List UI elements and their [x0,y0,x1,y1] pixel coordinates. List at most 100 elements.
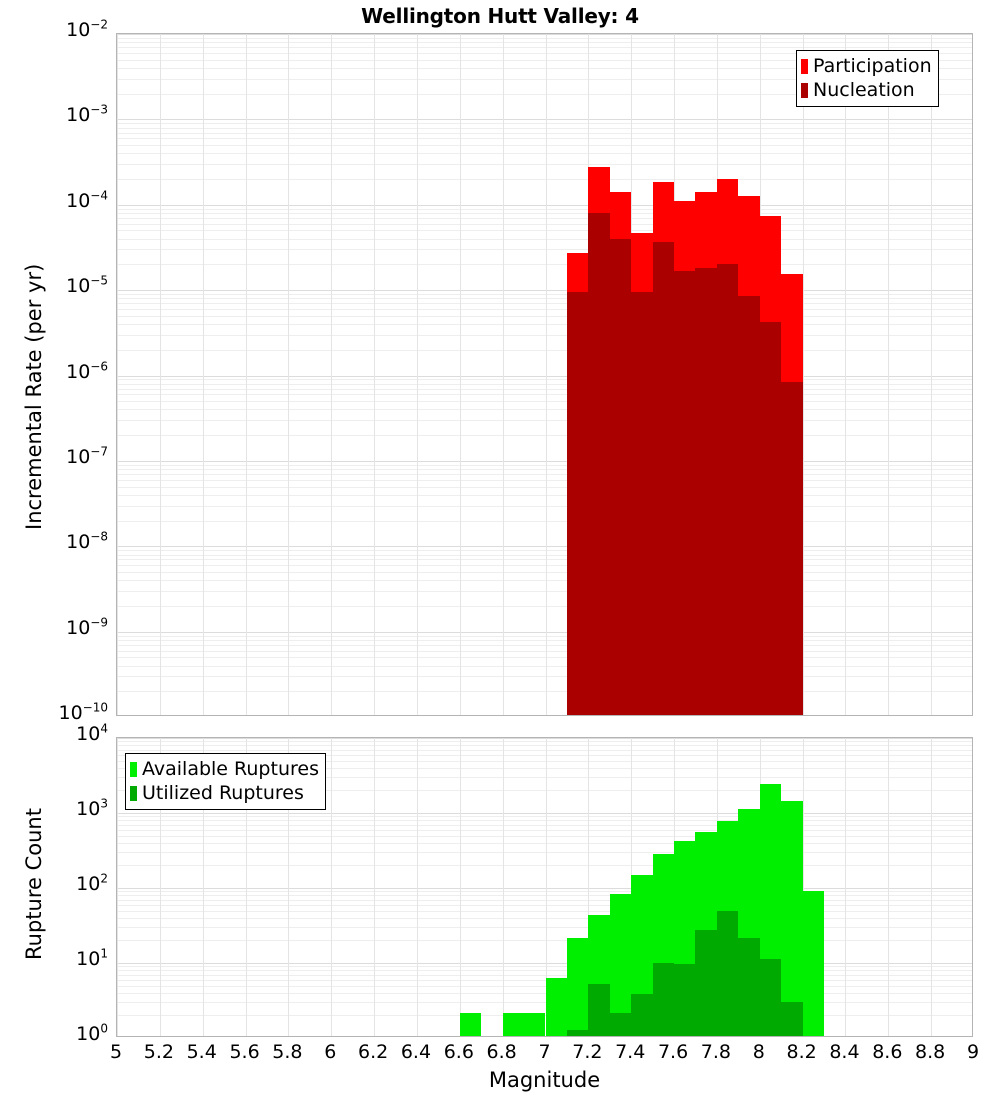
bar-group [588,34,610,715]
x-axis-tick-label: 7 [538,1041,551,1063]
x-axis-title: Magnitude [488,1068,601,1092]
bar-group [545,738,567,1036]
x-axis-tick-label: 5.4 [186,1041,217,1063]
y-axis-tick-label: 10−8 [66,529,108,554]
y-axis-tick-label: 101 [76,946,108,970]
bar-group [459,738,482,1036]
x-axis-tick-label: 7.4 [615,1041,646,1063]
bar-segment-nucleation [695,268,717,715]
bar-segment-available [802,891,825,1036]
bar-segment-utilized [652,962,675,1036]
bar-segment-utilized [588,983,610,1036]
bar-segment-available [566,938,589,1036]
bar-group [566,34,589,715]
bar-group [759,738,782,1036]
legend-item: Utilized Ruptures [130,781,319,805]
incremental-rate-plot-area [116,33,973,716]
legend-swatch-icon [801,82,808,98]
y-axis-tick-label: 10−7 [66,444,108,468]
bar-group [674,738,696,1036]
bar-segment-utilized [759,959,782,1036]
x-axis-tick-label: 6.2 [357,1041,389,1063]
bar-segment-utilized [631,994,653,1036]
bar-segment-utilized [695,929,717,1036]
y-axis-title-bottom: Rupture Count [22,808,46,960]
bar-group [631,34,653,715]
bar-segment-nucleation [609,238,632,715]
bar-segment-available [545,977,567,1036]
y-axis-tick-label: 100 [76,1021,108,1045]
bar-group [738,34,760,715]
x-axis-tick-label: 7.6 [657,1041,689,1063]
bar-group [781,34,803,715]
bar-segment-available [524,1013,546,1036]
x-axis-tick-label: 5 [109,1041,123,1063]
bar-segment-nucleation [588,213,610,715]
bar-group [524,738,546,1036]
y-axis-tick-label: 10−4 [66,188,108,212]
bars-incremental-rate [117,34,972,715]
x-axis-tick-label: 5.8 [272,1041,303,1063]
bar-group [652,34,675,715]
y-axis-tick-label: 10−2 [66,17,108,41]
bar-segment-nucleation [674,270,696,715]
bar-group [781,738,803,1036]
bar-segment-available [609,894,632,1036]
legend-label: Utilized Ruptures [142,781,304,804]
bar-group [609,34,632,715]
legend-swatch-icon [130,761,137,777]
bar-group [588,738,610,1036]
bar-segment-utilized [781,1002,803,1036]
bars-rupture-count [117,738,972,1036]
bar-group [695,34,717,715]
bar-segment-utilized [609,1013,632,1036]
bar-group [695,738,717,1036]
bar-group [502,738,525,1036]
bar-segment-nucleation [716,264,739,715]
y-axis-ticks-bottom: 104 103 102 101 100 [0,0,108,1060]
x-axis-tick-label: 8.4 [829,1041,860,1063]
legend-item: Participation [801,54,932,78]
bar-group [759,34,782,715]
y-axis-tick-label: 10−6 [66,359,108,383]
bar-segment-available [459,1013,482,1036]
bar-segment-utilized [716,911,739,1036]
bar-segment-utilized [566,1030,589,1036]
y-axis-tick-label: 10−10 [58,700,108,724]
legend-label: Available Ruptures [142,757,319,780]
bar-segment-available [502,1013,525,1036]
y-axis-tick-label: 10−3 [66,103,108,127]
y-axis-tick-label: 10−5 [66,273,108,298]
legend-swatch-icon [801,58,808,74]
bar-group [652,738,675,1036]
y-axis-title-top: Incremental Rate (per yr) [22,263,46,530]
x-axis-tick-label: 9 [966,1041,980,1063]
legend-item: Available Ruptures [130,757,319,781]
y-axis-tick-label: 102 [76,871,108,895]
x-axis-tick-label: 8.8 [915,1041,946,1063]
legend-incremental-rate: Participation Nucleation [796,50,939,107]
bar-group [716,738,739,1036]
x-axis-tick-label: 5.6 [229,1041,260,1063]
bar-group [674,34,696,715]
y-axis-tick-label: 103 [76,796,108,820]
bar-group [716,34,739,715]
bar-group [631,738,653,1036]
legend-item: Nucleation [801,78,932,102]
bar-segment-utilized [674,964,696,1036]
y-axis-tick-label: 10−9 [66,615,108,639]
legend-label: Nucleation [813,78,915,101]
bar-segment-nucleation [759,322,782,715]
bar-segment-nucleation [738,296,760,715]
legend-swatch-icon [130,785,137,801]
x-axis-tick-label: 6 [324,1041,337,1063]
x-axis-tick-label: 6.4 [400,1041,432,1063]
x-axis-tick-label: 8.6 [872,1041,903,1063]
bar-segment-available [781,801,803,1036]
bar-group [609,738,632,1036]
x-axis-tick-label: 7.8 [700,1041,731,1063]
bar-group [738,738,760,1036]
x-axis-tick-label: 7.2 [572,1041,603,1063]
bar-segment-nucleation [781,381,803,715]
